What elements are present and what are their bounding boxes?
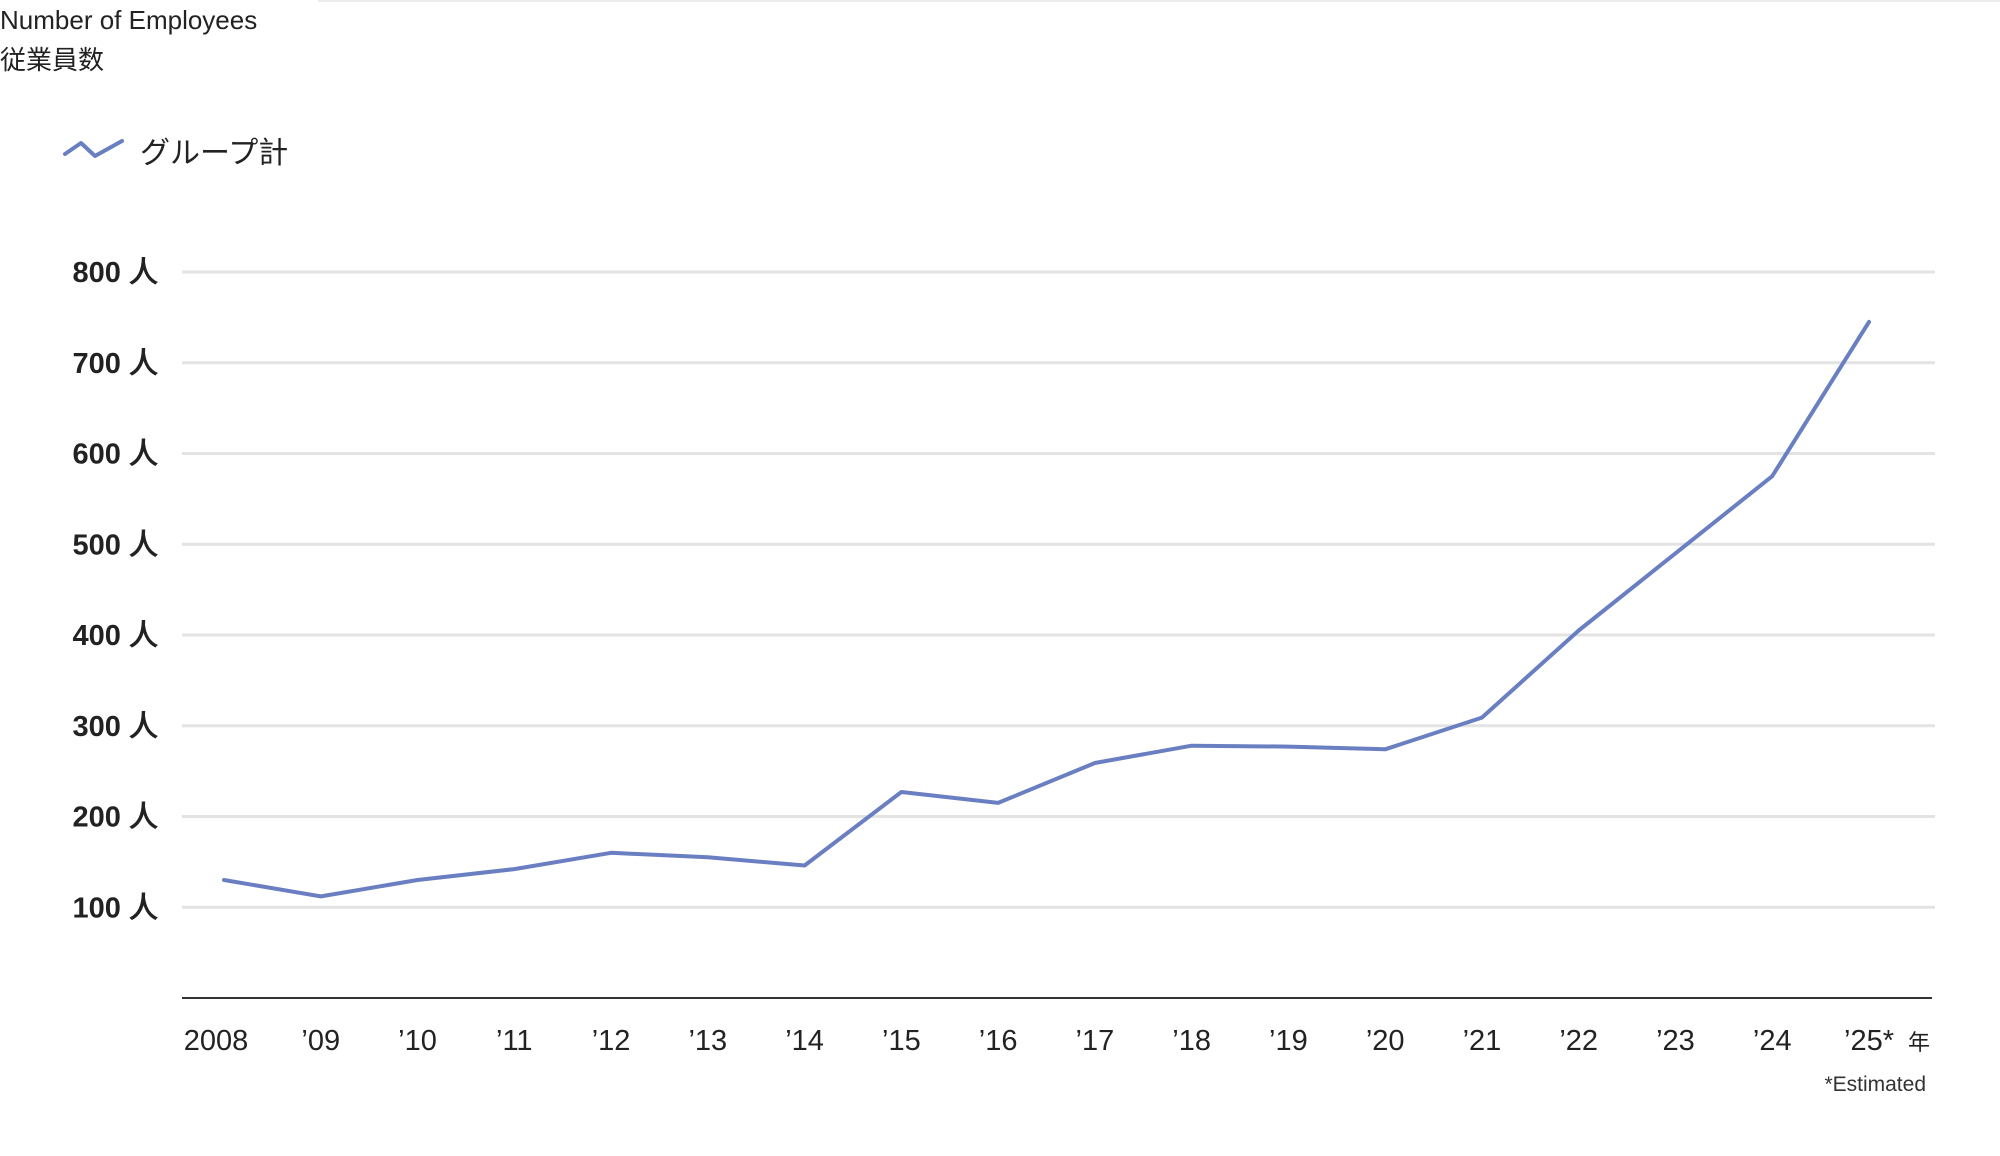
data-point — [1190, 744, 1194, 748]
y-axis-ticks: 100 人 200 人 300 人 400 人 500 人 600 人 700 人 800 人 — [73, 256, 158, 924]
x-tick-label: ’19 — [1269, 1025, 1308, 1057]
y-tick-label: 100 人 — [73, 891, 158, 924]
data-point — [1480, 716, 1484, 720]
data-point — [1093, 761, 1097, 765]
x-tick-label: ’16 — [979, 1025, 1018, 1057]
y-tick-label: 700 人 — [73, 347, 158, 380]
x-tick-label: ’12 — [592, 1025, 631, 1057]
y-tick-label: 600 人 — [73, 438, 158, 471]
data-point — [319, 894, 323, 898]
data-point — [899, 790, 903, 794]
x-tick-label: ’14 — [785, 1025, 824, 1057]
x-tick-label: ’20 — [1366, 1025, 1405, 1057]
x-tick-label: ’18 — [1172, 1025, 1211, 1057]
x-axis-ticks: 2008 ’09 ’10 ’11 ’12 ’13 ’14 ’15 ’16 ’17 ’18 ’19 ’20… — [184, 1025, 1894, 1057]
y-tick-label: 400 人 — [73, 619, 158, 652]
data-point — [706, 855, 710, 859]
data-point — [1286, 745, 1290, 749]
data-point — [222, 878, 226, 882]
y-tick-label: 800 人 — [73, 256, 158, 289]
x-tick-label: ’17 — [1076, 1025, 1115, 1057]
data-point — [512, 867, 516, 871]
data-point — [1383, 747, 1387, 751]
x-tick-label: ’24 — [1753, 1025, 1792, 1057]
data-point — [416, 878, 420, 882]
legend-label: グループ計 — [140, 137, 289, 170]
data-point — [1867, 320, 1871, 324]
top-divider — [318, 0, 2000, 2]
y-tick-label: 500 人 — [73, 528, 158, 561]
chart-title-en: Number of Employees — [0, 5, 258, 35]
series-line — [222, 319, 1871, 899]
x-tick-label: ’21 — [1463, 1025, 1502, 1057]
chart-header: Number of Employees 従業員数 — [0, 0, 257, 80]
data-point — [996, 801, 1000, 805]
x-tick-label: ’10 — [398, 1025, 437, 1057]
data-point — [609, 851, 613, 855]
x-tick-label: 2008 — [184, 1025, 249, 1057]
x-axis-unit: 年 — [1908, 1030, 1930, 1055]
chart-title-ja: 従業員数 — [0, 45, 105, 75]
x-tick-label: ’25* — [1844, 1025, 1894, 1057]
x-tick-label: ’23 — [1656, 1025, 1695, 1057]
data-point — [1673, 551, 1677, 555]
chart-legend: グループ計 — [62, 128, 288, 172]
x-tick-label: ’09 — [301, 1025, 340, 1057]
data-point — [1577, 628, 1581, 632]
data-point — [803, 864, 807, 868]
y-tick-label: 200 人 — [73, 801, 158, 834]
x-tick-label: ’15 — [882, 1025, 921, 1057]
chart-footnote: *Estimated — [1824, 1073, 1926, 1096]
grid-lines — [182, 270, 1935, 909]
series-lines — [222, 319, 1871, 899]
data-point — [1770, 474, 1774, 478]
x-tick-label: ’11 — [496, 1025, 533, 1057]
x-tick-label: ’22 — [1559, 1025, 1598, 1057]
x-tick-label: ’13 — [688, 1025, 727, 1057]
y-tick-label: 300 人 — [73, 710, 158, 743]
legend-line-icon — [63, 139, 124, 158]
